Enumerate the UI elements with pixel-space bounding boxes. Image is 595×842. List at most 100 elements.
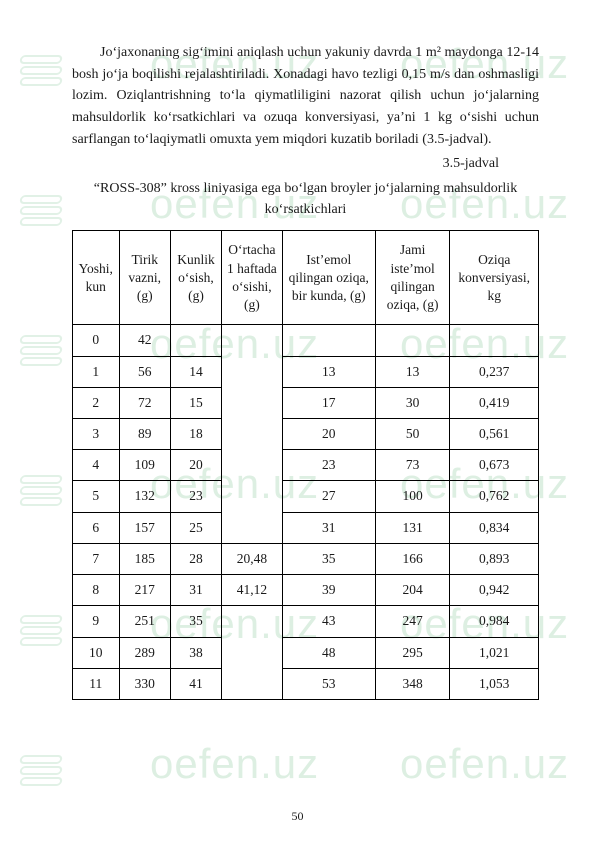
table-cell: 1 — [73, 356, 120, 387]
table-cell: 0,762 — [450, 481, 539, 512]
table-cell: 23 — [282, 450, 375, 481]
col-jami: Jami iste’mol qilingan oziqa, (g) — [375, 231, 450, 325]
table-cell: 23 — [170, 481, 221, 512]
table-title-line2: ko‘rsatkichlari — [265, 202, 347, 217]
table-cell: 28 — [170, 543, 221, 574]
table-cell: 20 — [282, 418, 375, 449]
table-cell: 0,419 — [450, 387, 539, 418]
table-cell: 18 — [170, 418, 221, 449]
table-cell: 31 — [170, 575, 221, 606]
table-cell — [282, 325, 375, 356]
table-cell: 7 — [73, 543, 120, 574]
table-cell: 27 — [282, 481, 375, 512]
table-cell: 48 — [282, 637, 375, 668]
table-cell: 132 — [119, 481, 170, 512]
table-cell: 20,48 — [222, 543, 283, 574]
table-row: 1133041533481,053 — [73, 668, 539, 699]
table-row: 042 — [73, 325, 539, 356]
table-row: 925135 432470,984 — [73, 606, 539, 637]
table-cell — [222, 606, 283, 700]
table-cell: 330 — [119, 668, 170, 699]
table-cell: 1,021 — [450, 637, 539, 668]
col-ortacha: O‘rtacha 1 haftada o‘sishi, (g) — [222, 231, 283, 325]
table-cell: 89 — [119, 418, 170, 449]
table-cell: 41 — [170, 668, 221, 699]
table-cell: 251 — [119, 606, 170, 637]
table-cell: 20 — [170, 450, 221, 481]
table-cell — [450, 325, 539, 356]
table-cell — [375, 325, 450, 356]
table-cell: 56 — [119, 356, 170, 387]
table-cell: 9 — [73, 606, 120, 637]
table-cell: 72 — [119, 387, 170, 418]
table-cell: 5 — [73, 481, 120, 512]
table-cell: 31 — [282, 512, 375, 543]
table-cell: 30 — [375, 387, 450, 418]
table-cell: 6 — [73, 512, 120, 543]
table-cell: 157 — [119, 512, 170, 543]
table-cell: 0,942 — [450, 575, 539, 606]
table-row: 82173141,12392040,942 — [73, 575, 539, 606]
table-number: 3.5-jadval — [72, 156, 499, 172]
table-title-line1: “ROSS-308” kross liniyasiga ega bo‘lgan … — [94, 181, 517, 196]
table-cell — [170, 325, 221, 356]
table-cell: 247 — [375, 606, 450, 637]
table-cell: 8 — [73, 575, 120, 606]
table-cell: 50 — [375, 418, 450, 449]
col-kunlik: Kunlik o‘sish, (g) — [170, 231, 221, 325]
table-cell: 41,12 — [222, 575, 283, 606]
table-cell: 204 — [375, 575, 450, 606]
table-cell — [222, 325, 283, 544]
table-cell: 217 — [119, 575, 170, 606]
table-cell: 0,834 — [450, 512, 539, 543]
table-cell: 10 — [73, 637, 120, 668]
table-cell: 15 — [170, 387, 221, 418]
table-cell: 35 — [170, 606, 221, 637]
table-cell: 11 — [73, 668, 120, 699]
table-cell: 17 — [282, 387, 375, 418]
table-row: 71852820,48351660,893 — [73, 543, 539, 574]
watermark-text: oefen.uz — [150, 740, 319, 788]
table-row: 1561413130,237 — [73, 356, 539, 387]
table-cell: 35 — [282, 543, 375, 574]
table-title: “ROSS-308” kross liniyasiga ega bo‘lgan … — [72, 178, 539, 220]
table-cell: 3 — [73, 418, 120, 449]
table-cell: 0,893 — [450, 543, 539, 574]
table-cell: 42 — [119, 325, 170, 356]
table-cell: 295 — [375, 637, 450, 668]
page-content: Jo‘jaxonaning sig‘imini aniqlash uchun y… — [0, 0, 595, 730]
data-table: Yoshi, kun Tirik vazni, (g) Kunlik o‘sis… — [72, 230, 539, 700]
table-header-row: Yoshi, kun Tirik vazni, (g) Kunlik o‘sis… — [73, 231, 539, 325]
table-cell: 109 — [119, 450, 170, 481]
table-cell: 13 — [375, 356, 450, 387]
watermark-text: oefen.uz — [400, 740, 569, 788]
table-cell: 1,053 — [450, 668, 539, 699]
table-cell: 14 — [170, 356, 221, 387]
col-yoshi: Yoshi, kun — [73, 231, 120, 325]
table-cell: 100 — [375, 481, 450, 512]
table-cell: 131 — [375, 512, 450, 543]
col-konv: Oziqa konversiyasi, kg — [450, 231, 539, 325]
table-cell: 13 — [282, 356, 375, 387]
col-tirik: Tirik vazni, (g) — [119, 231, 170, 325]
col-istemol: Ist’emol qilingan oziqa, bir kunda, (g) — [282, 231, 375, 325]
table-cell: 0 — [73, 325, 120, 356]
table-cell: 38 — [170, 637, 221, 668]
intro-paragraph: Jo‘jaxonaning sig‘imini aniqlash uchun y… — [72, 42, 539, 150]
table-cell: 53 — [282, 668, 375, 699]
table-cell: 43 — [282, 606, 375, 637]
table-row: 1028938 482951,021 — [73, 637, 539, 668]
table-cell: 73 — [375, 450, 450, 481]
table-cell: 0,673 — [450, 450, 539, 481]
table-row: 513223 271000,762 — [73, 481, 539, 512]
table-row: 410920 23730,673 — [73, 450, 539, 481]
table-cell: 0,237 — [450, 356, 539, 387]
table-cell: 0,984 — [450, 606, 539, 637]
table-cell: 25 — [170, 512, 221, 543]
table-cell: 289 — [119, 637, 170, 668]
table-cell: 4 — [73, 450, 120, 481]
table-row: 2721517300,419 — [73, 387, 539, 418]
table-cell: 166 — [375, 543, 450, 574]
table-cell: 0,561 — [450, 418, 539, 449]
table-row: 615725 311310,834 — [73, 512, 539, 543]
